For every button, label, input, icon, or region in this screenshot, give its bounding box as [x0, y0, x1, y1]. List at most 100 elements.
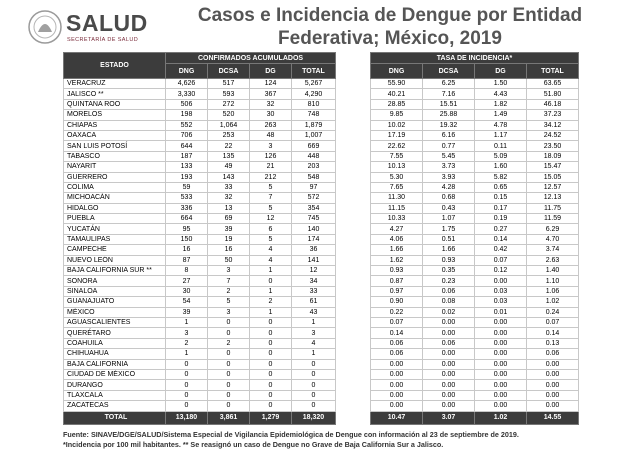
value-cell: 10.02 [370, 119, 423, 131]
state-cell: HIDALGO [63, 202, 166, 215]
value-cell: 16 [207, 244, 250, 256]
value-cell: 0 [249, 400, 292, 412]
value-cell: 0 [165, 368, 208, 381]
value-cell: 4 [249, 254, 292, 267]
total-row: TOTAL 13,180 3,861 1,279 18,320 10.47 3.07 1.02… [63, 410, 580, 425]
value-cell: 19.32 [422, 119, 475, 131]
state-cell: CHIAPAS [63, 119, 166, 131]
value-cell: 87 [165, 254, 208, 267]
value-cell: 745 [291, 213, 336, 225]
value-cell: 3 [207, 306, 250, 319]
value-cell: 1 [291, 316, 336, 329]
state-cell: PUEBLA [63, 213, 166, 225]
state-cell: OAXACA [63, 129, 166, 142]
value-cell: 0.00 [422, 400, 475, 412]
value-cell: 0.15 [474, 192, 527, 204]
value-cell: 1.82 [474, 98, 527, 111]
value-cell: 0.06 [422, 285, 475, 298]
value-cell: 1.02 [525, 296, 580, 308]
value-cell: 0.43 [422, 202, 475, 215]
value-cell: 36 [291, 244, 336, 256]
value-cell: 0 [207, 389, 250, 402]
title-line: Casos e Incidencia de Dengue por Entidad [197, 5, 583, 26]
value-cell: 1 [291, 348, 336, 360]
value-cell: 0.00 [422, 327, 475, 339]
state-cell: TABASCO [63, 150, 166, 163]
value-cell: 0.06 [422, 337, 475, 350]
table-row: TAMAULIPAS 150 19 5 174 4.06 0.51 0.14 4.70 [63, 233, 580, 246]
value-cell: 6.25 [422, 77, 475, 90]
value-cell: 10.47 [370, 410, 423, 425]
value-cell: 1 [249, 285, 292, 298]
value-cell: 0.14 [474, 233, 527, 246]
state-cell: GUERRERO [63, 171, 166, 183]
value-cell: 0.24 [525, 306, 580, 319]
value-cell: 11.15 [370, 202, 423, 215]
value-cell: 0.90 [370, 296, 423, 308]
value-cell: 0.97 [370, 285, 423, 298]
state-cell: TLAXCALA [63, 389, 166, 402]
table-row: PUEBLA 664 69 12 745 10.33 1.07 0.19 11.59 [63, 213, 580, 225]
value-cell: 0.35 [422, 265, 475, 277]
state-cell: NAYARIT [63, 161, 166, 173]
column-header: DCSA [207, 63, 250, 79]
value-cell: 12.57 [525, 181, 580, 194]
value-cell: 0.00 [474, 348, 527, 360]
logo-subtitle: SECRETARÍA DE SALUD [67, 37, 139, 43]
state-cell: CHIHUAHUA [63, 348, 166, 360]
value-cell: 4 [291, 337, 336, 350]
spacer [335, 255, 371, 266]
value-cell: 8 [165, 265, 208, 277]
value-cell: 4.27 [370, 223, 423, 235]
value-cell: 46.18 [525, 98, 580, 111]
value-cell: 97 [291, 181, 336, 194]
value-cell: 0.02 [422, 306, 475, 319]
column-header: DG [474, 63, 527, 79]
value-cell: 59 [165, 181, 208, 194]
value-cell: 0.11 [474, 140, 527, 152]
value-cell: 593 [207, 88, 250, 100]
value-cell: 5 [249, 202, 292, 215]
value-cell: 533 [165, 192, 208, 204]
value-cell: 0.00 [370, 358, 423, 370]
spacer [335, 379, 371, 391]
value-cell: 1.06 [525, 285, 580, 298]
table-row: QUERÉTARO 3 0 0 3 0.14 0.00 0.00 0.14 [63, 327, 580, 339]
value-cell: 5.30 [370, 171, 423, 183]
spacer [335, 244, 371, 256]
value-cell: 0 [207, 327, 250, 339]
value-cell: 30 [249, 109, 292, 121]
spacer [335, 234, 371, 245]
logo-name: SALUD [66, 10, 148, 36]
value-cell: 5 [249, 181, 292, 194]
value-cell: 5.45 [422, 150, 475, 163]
state-cell: MICHOACÁN [63, 192, 166, 204]
value-cell: 0.00 [474, 337, 527, 350]
value-cell: 5 [207, 296, 250, 308]
value-cell: 3 [207, 265, 250, 277]
value-cell: 11.30 [370, 192, 423, 204]
value-cell: 193 [165, 171, 208, 183]
value-cell: 50 [207, 254, 250, 267]
value-cell: 0.00 [422, 379, 475, 391]
state-cell: ZACATECAS [63, 400, 166, 412]
value-cell: 0.00 [474, 368, 527, 381]
value-cell: 1.07 [422, 213, 475, 225]
value-cell: 0.00 [474, 358, 527, 370]
value-cell: 0.93 [422, 254, 475, 267]
value-cell: 4 [249, 244, 292, 256]
value-cell: 272 [207, 98, 250, 111]
value-cell: 0 [249, 337, 292, 350]
spacer [335, 182, 371, 193]
state-cell: YUCATÁN [63, 223, 166, 235]
value-cell: 0 [249, 316, 292, 329]
value-cell: 506 [165, 98, 208, 111]
value-cell: 15.51 [422, 98, 475, 111]
value-cell: 0.00 [525, 358, 580, 370]
column-header: DCSA [422, 63, 475, 79]
table-row: BAJA CALIFORNIA 0 0 0 0 0.00 0.00 0.00 0.00 [63, 358, 580, 370]
column-header: DNG [165, 63, 208, 79]
table-row: MORELOS 198 520 30 748 9.85 25.88 1.49 37.23 [63, 109, 580, 121]
state-cell: NUEVO LEÓN [63, 254, 166, 267]
value-cell: 0 [207, 368, 250, 381]
